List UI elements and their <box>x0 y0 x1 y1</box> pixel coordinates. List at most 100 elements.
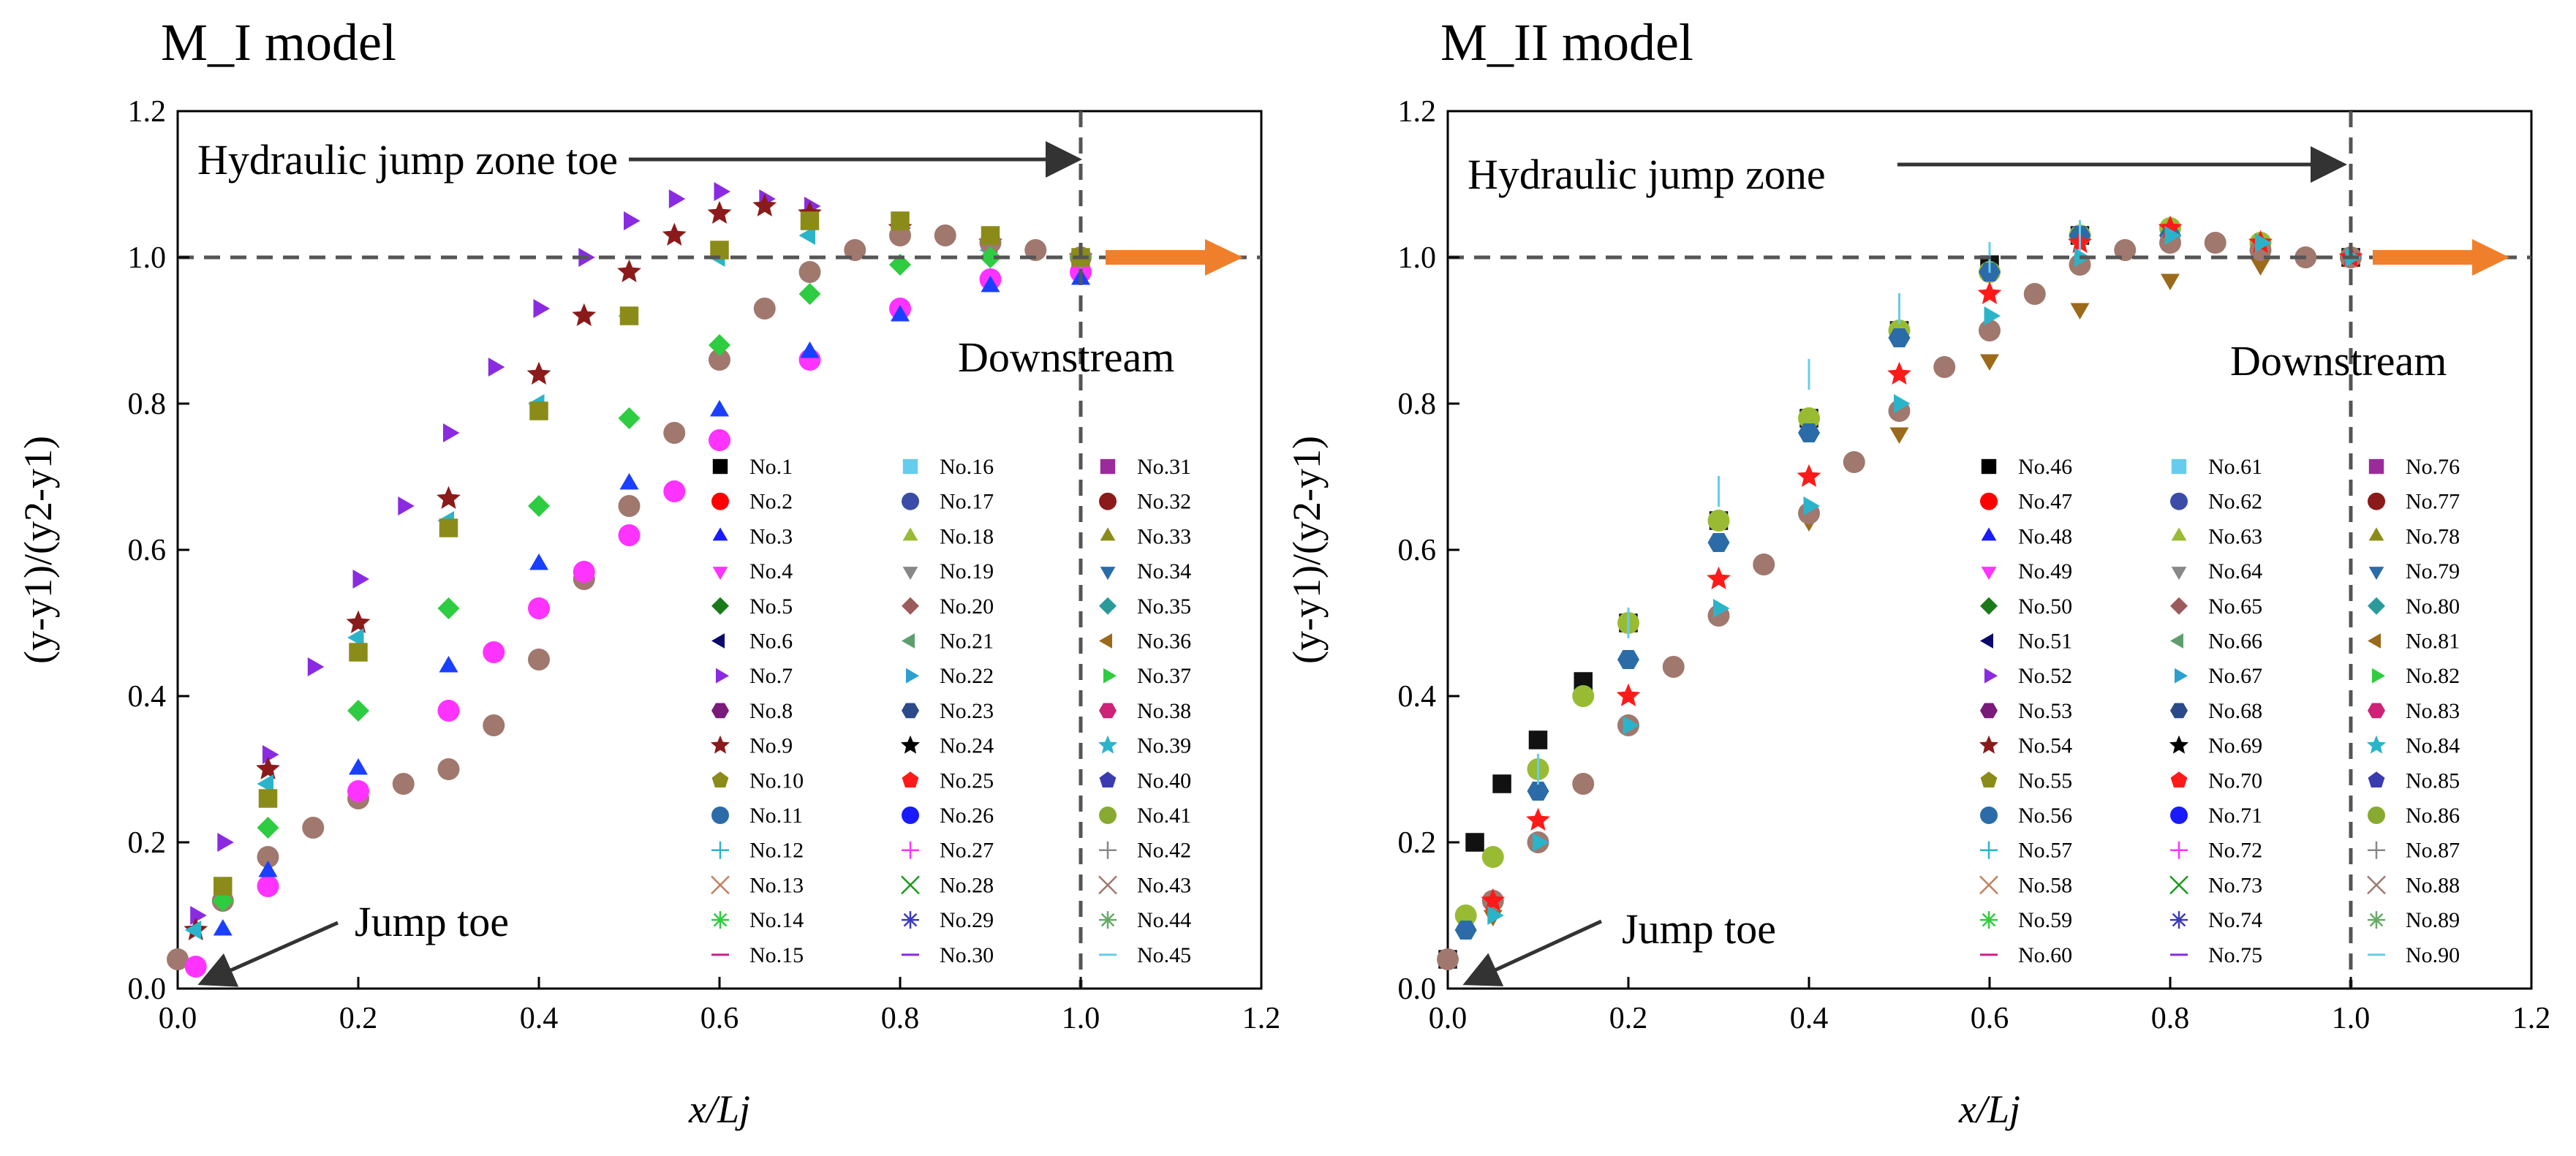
legend-item: No.47 <box>1980 490 2072 514</box>
legend-item: No.84 <box>2366 734 2460 758</box>
legend-label: No.33 <box>1137 524 1191 548</box>
legend-marker <box>1099 703 1117 719</box>
legend-label: No.71 <box>2208 804 2262 828</box>
legend-label: No.45 <box>1137 943 1191 967</box>
x-tick-label: 1.2 <box>2512 1002 2551 1035</box>
legend-item: No.3 <box>712 524 793 548</box>
legend-label: No.47 <box>2018 490 2072 514</box>
legend-item: No.12 <box>711 839 804 863</box>
data-point <box>1933 356 1956 378</box>
legend-item: No.11 <box>711 804 803 828</box>
legend-label: No.12 <box>749 839 804 863</box>
data-point <box>262 745 279 764</box>
legend-marker <box>902 771 919 787</box>
legend-label: No.72 <box>2208 839 2262 863</box>
legend-item: No.46 <box>1981 455 2072 479</box>
legend-marker <box>1980 703 1998 719</box>
legend-item: No.24 <box>900 734 994 758</box>
legend-label: No.40 <box>1137 768 1191 793</box>
legend-label: No.16 <box>940 455 994 479</box>
data-point <box>1454 921 1477 940</box>
legend-label: No.61 <box>2208 455 2262 479</box>
legend-marker <box>2372 668 2385 684</box>
legend-label: No.7 <box>749 664 793 688</box>
legend-marker <box>1098 875 1117 895</box>
legend-marker <box>902 911 919 929</box>
legend-label: No.5 <box>749 594 793 619</box>
legend-marker <box>902 527 918 541</box>
legend-marker <box>2368 633 2381 649</box>
data-point <box>1707 566 1731 589</box>
data-point <box>1798 423 1820 442</box>
legend-label: No.67 <box>2208 664 2262 688</box>
legend-label: No.8 <box>749 699 793 723</box>
legend-marker <box>1979 735 1999 754</box>
y-tick-label: 0.2 <box>128 826 167 860</box>
legend-item: No.34 <box>1100 559 1191 583</box>
legend-label: No.80 <box>2406 594 2460 619</box>
y-tick-label: 0.8 <box>1398 388 1437 421</box>
legend-label: No.36 <box>1137 630 1191 654</box>
data-point <box>798 283 821 305</box>
legend-item: No.75 <box>2170 943 2262 967</box>
legend-label: No.88 <box>2406 873 2460 897</box>
legend-item: No.60 <box>1980 943 2072 967</box>
legend-marker <box>1980 633 1993 649</box>
data-point <box>618 495 641 517</box>
legend-label: No.76 <box>2406 455 2460 479</box>
legend-label: No.90 <box>2406 943 2460 967</box>
series-no33 <box>214 211 1090 896</box>
legend-marker <box>711 597 729 615</box>
legend-label: No.51 <box>2018 630 2072 654</box>
legend-marker <box>2368 703 2385 719</box>
downstream-annotation: Downstream <box>2230 337 2447 385</box>
legend-label: No.87 <box>2406 839 2460 863</box>
legend-item: No.82 <box>2372 664 2460 688</box>
data-point <box>1887 361 1911 385</box>
ticks: 0.0 0.2 0.4 0.6 0.8 1.0 1.2 0.0 0.2 0.4 0.6 0.8 1.0 1… <box>128 95 1281 1035</box>
legend-label: No.66 <box>2208 630 2262 654</box>
data-point <box>349 758 368 775</box>
data-point <box>1753 554 1775 575</box>
legend-label: No.11 <box>749 804 803 828</box>
data-point <box>934 224 956 246</box>
legend-item: No.66 <box>2170 630 2262 654</box>
legend-item: No.56 <box>1980 804 2072 828</box>
legend-label: No.52 <box>2018 664 2072 688</box>
legend-item: No.69 <box>2169 734 2262 758</box>
y-tick-label: 0.2 <box>1398 826 1437 860</box>
data-point <box>1572 685 1595 707</box>
legend-item: No.44 <box>1099 908 1191 932</box>
legend-label: No.75 <box>2208 943 2262 967</box>
legend-label: No.77 <box>2406 490 2460 514</box>
legend-marker <box>2170 806 2188 824</box>
legend-item: No.80 <box>2368 594 2460 619</box>
legend-label: No.30 <box>940 943 994 967</box>
legend-marker <box>1979 875 1998 895</box>
legend-label: No.37 <box>1137 664 1191 688</box>
data-point <box>1437 948 1459 970</box>
legend-marker <box>2368 597 2385 615</box>
legend-marker <box>711 633 725 649</box>
panel-title: M_I model <box>161 13 396 72</box>
plot-area-group: 0.0 0.2 0.4 0.6 0.8 1.0 1.2 0.0 0.2 0.4 0.6 0.8 1.0 1… <box>128 95 1281 1035</box>
data-point <box>979 246 1002 268</box>
data-point <box>437 486 461 509</box>
legend-marker <box>711 703 729 719</box>
data-point <box>1713 599 1730 618</box>
data-point <box>443 423 460 442</box>
data-point <box>2023 283 2046 305</box>
legend-marker <box>1981 527 1997 541</box>
legend-item: No.73 <box>2169 873 2262 897</box>
x-tick-label: 0.6 <box>1971 1002 2009 1035</box>
legend-item: No.28 <box>901 873 994 897</box>
data-point <box>529 554 548 570</box>
legend-marker <box>902 458 918 475</box>
data-point <box>439 518 458 537</box>
legend-marker <box>2169 875 2188 895</box>
legend-item: No.83 <box>2368 699 2460 723</box>
data-point <box>619 473 639 490</box>
legend-item: No.53 <box>1980 699 2072 723</box>
legend-label: No.28 <box>940 873 994 897</box>
legend-label: No.27 <box>940 839 994 863</box>
